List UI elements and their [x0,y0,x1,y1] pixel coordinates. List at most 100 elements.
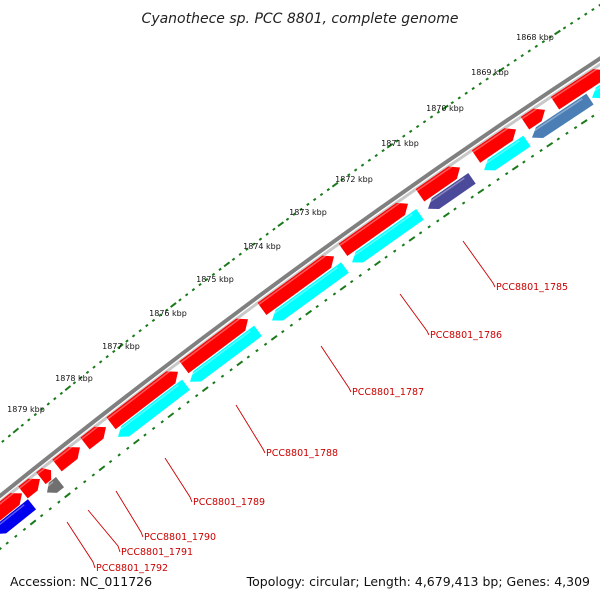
scale-labels: 1868 kbp 1869 kbp 1870 kbp 1871 kbp 1872 kbp… [7,33,554,414]
outer-minor-tick [340,178,344,182]
outer-major-tick [12,427,20,434]
inner-minor-tick [358,273,362,278]
outer-minor-tick [562,26,567,30]
inner-major-tick [29,519,37,526]
inner-minor-tick [255,348,259,353]
inner-minor-tick [332,292,337,296]
inner-minor-tick [470,195,474,199]
outer-minor-tick [245,247,249,251]
inner-major-tick [511,165,519,171]
inner-minor-tick [212,381,216,385]
outer-minor-tick [584,12,588,16]
scale-label: 1877 kbp [102,342,140,351]
outer-minor-tick [534,44,539,48]
inner-major-tick [167,412,175,419]
forward-gene-arrow[interactable] [36,467,52,485]
inner-minor-tick [565,131,569,135]
forward-gene-arrow[interactable] [471,127,516,163]
scale-label: 1875 kbp [196,275,234,284]
outer-minor-tick [40,407,44,411]
outer-minor-tick [20,423,25,427]
inner-minor-tick [453,207,457,211]
outer-minor-tick [576,17,581,21]
inner-major-tick [201,386,209,393]
forward-gene-arrow[interactable] [106,370,178,430]
gene-arrow-pcc8801-1787[interactable] [268,262,349,321]
scale-label: 1869 kbp [471,68,509,77]
blue-gene-arrow[interactable] [0,499,37,534]
gene-leader-line [164,457,193,503]
gene-arrow-pcc8801-1792[interactable] [43,477,65,493]
forward-gene-arrow[interactable] [18,478,40,499]
inner-minor-tick [573,125,578,130]
forward-gene-arrow[interactable] [179,318,248,374]
outer-minor-tick [408,129,413,133]
outer-minor-tick [251,242,256,246]
gene-label[interactable]: PCC8801_1787 [352,387,424,398]
gene-arrow-pcc8801-1789[interactable] [114,379,190,437]
inner-minor-tick [384,255,388,259]
outer-minor-tick [319,192,324,197]
steel-gene-arrow[interactable] [529,93,594,139]
forward-gene-arrow[interactable] [415,166,460,202]
outer-minor-tick [591,7,595,12]
reverse-gene-arrow[interactable] [589,81,600,99]
forward-gene-arrow[interactable] [550,68,600,110]
gene-label[interactable]: PCC8801_1791 [121,547,193,558]
inner-major-tick [98,465,106,472]
inner-minor-tick [5,541,9,545]
outer-minor-tick [272,227,276,231]
outer-minor-tick [464,91,468,95]
topology-text: Topology: circular; Length: 4,679,413 bp… [246,574,590,589]
inner-minor-tick [126,446,130,450]
accession-text: Accession: NC_011726 [10,574,152,589]
outer-minor-tick [198,282,202,287]
inner-minor-tick [151,426,156,431]
outer-minor-tick [72,381,77,385]
forward-gene-arrow[interactable] [80,426,106,450]
outer-minor-tick [436,110,441,114]
forward-gene-arrow[interactable] [257,255,334,315]
outer-minor-tick [191,288,196,292]
inner-minor-tick [57,500,61,504]
gene-leader-line [66,521,96,569]
inner-minor-tick [315,304,319,309]
outer-minor-tick [353,168,358,172]
gene-arrow-pcc8801-1785[interactable] [425,172,476,209]
outer-minor-tick [374,153,378,158]
inner-minor-tick [349,280,354,284]
outer-minor-tick [46,402,51,406]
gene-arrow-pcc8801-1786[interactable] [348,209,424,263]
gene-label[interactable]: PCC8801_1785 [496,282,568,293]
inner-minor-tick [539,148,543,153]
gene-label[interactable]: PCC8801_1788 [266,448,338,459]
inner-minor-tick [401,243,406,247]
inner-major-tick [0,547,2,551]
gene-label[interactable]: PCC8801_1786 [430,330,502,341]
outer-minor-tick [299,207,303,211]
inner-major-tick [339,284,347,291]
gene-arrow-pcc8801-1788[interactable] [186,325,262,382]
inner-minor-tick [427,225,431,229]
inner-major-tick [236,360,244,367]
forward-gene-arrow[interactable] [52,446,80,472]
inner-minor-tick [14,534,18,538]
scale-label: 1868 kbp [516,33,554,42]
gene-label[interactable]: PCC8801_1790 [144,532,216,543]
gene-label[interactable]: PCC8801_1789 [193,497,265,508]
reverse-gene-arrow[interactable] [481,135,531,171]
forward-gene-arrow[interactable] [0,492,22,521]
outer-minor-tick [450,101,455,105]
inner-minor-tick [504,172,509,176]
forward-gene-arrow[interactable] [338,202,408,256]
outer-minor-tick [569,21,574,25]
inner-minor-tick [556,137,561,141]
inner-minor-tick [246,355,251,359]
gene-leader-line [115,490,144,538]
gene-label[interactable]: PCC8801_1792 [96,563,168,574]
outer-minor-tick [53,397,57,401]
outer-minor-tick [238,252,242,256]
scale-label: 1878 kbp [55,374,93,383]
forward-gene-arrow[interactable] [520,108,545,130]
inner-minor-tick [48,507,52,511]
